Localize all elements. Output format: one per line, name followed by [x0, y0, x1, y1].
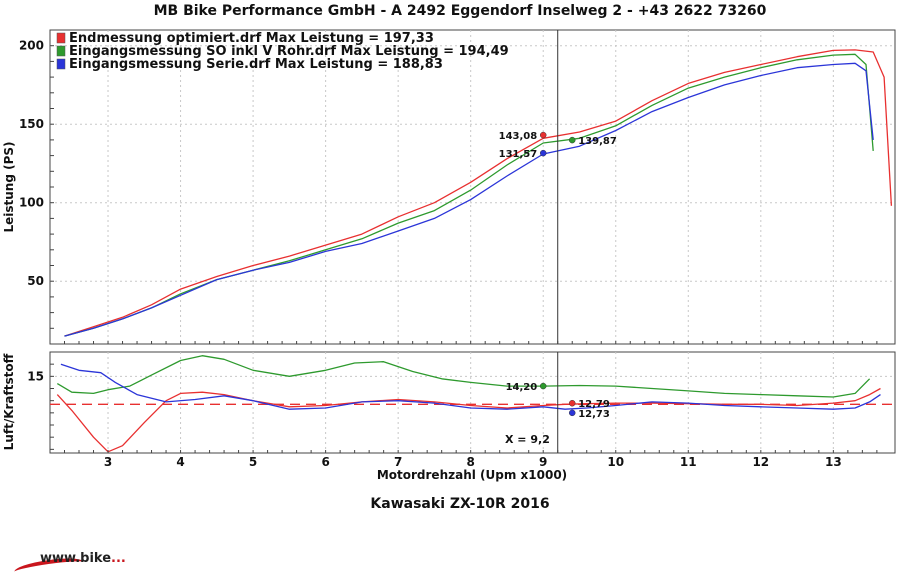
afr-y-tick-label: 15	[27, 369, 44, 383]
brand-logo: www.bike...	[40, 551, 126, 566]
afr-cursor-dot	[568, 409, 576, 417]
logo-text-prefix: www.bike	[40, 551, 112, 566]
x-axis-label: Motordrehzahl (Upm x1000)	[377, 468, 567, 482]
afr-series-2	[60, 363, 881, 410]
power-cursor-dot	[539, 149, 547, 157]
x-tick-label: 12	[752, 455, 769, 469]
power-y-axis-label: Leistung (PS)	[2, 141, 16, 232]
x-tick-label: 13	[825, 455, 842, 469]
dyno-report: MB Bike Performance GmbH - A 2492 Eggend…	[2, 3, 896, 579]
afr-cursor-value: 12,79	[578, 399, 610, 410]
afr-cursor-value: 14,20	[506, 382, 538, 393]
logo-text-suffix: ...	[111, 551, 126, 566]
vehicle-label: Kawasaki ZX-10R 2016	[370, 496, 550, 512]
power-cursor-value: 139,87	[578, 136, 617, 147]
power-series-1	[64, 53, 874, 337]
x-ticks: 3 4 5 6 7 8 9 10 11 12 13	[64, 341, 878, 469]
power-cursor-markers: 143,08 139,87 131,57	[499, 131, 617, 160]
afr-plot-area	[49, 351, 896, 454]
cursor-x-readout: X = 9,2	[505, 433, 550, 446]
power-series-0	[64, 49, 893, 337]
legend-swatch	[56, 45, 66, 57]
dyno-chart: 50 100 150 200 143,08 139,87 131,57 Endmessun…	[2, 29, 896, 482]
legend-swatch	[56, 58, 66, 70]
power-series-lines	[64, 49, 893, 337]
power-plot-area	[49, 29, 896, 345]
power-y-tick-label: 200	[19, 39, 44, 53]
power-y-tick-label: 50	[27, 274, 44, 288]
x-tick-label: 5	[249, 455, 257, 469]
afr-series-lines	[56, 355, 881, 453]
legend-label: Eingangsmessung SO inkl V Rohr.drf Max L…	[69, 44, 509, 59]
power-cursor-value: 131,57	[499, 149, 538, 160]
power-cursor-dot	[539, 131, 547, 139]
afr-series-1	[56, 355, 871, 398]
power-y-tick-label: 100	[19, 196, 44, 210]
legend-swatch	[56, 32, 66, 44]
afr-y-axis-label: Luft/Kraftstoff	[2, 353, 16, 450]
power-grid	[50, 30, 895, 344]
x-tick-label: 7	[394, 455, 402, 469]
x-tick-label: 6	[321, 455, 329, 469]
power-cursor-value: 143,08	[499, 131, 538, 142]
x-tick-label: 10	[607, 455, 624, 469]
report-title: MB Bike Performance GmbH - A 2492 Eggend…	[153, 3, 767, 19]
x-tick-label: 4	[176, 455, 184, 469]
legend-label: Endmessung optimiert.drf Max Leistung = …	[69, 31, 434, 46]
x-tick-label: 11	[680, 455, 697, 469]
afr-cursor-value: 12,73	[578, 409, 610, 420]
afr-y-ticks: 15	[27, 363, 54, 450]
legend-label: Eingangsmessung Serie.drf Max Leistung =…	[69, 57, 443, 72]
power-y-tick-label: 150	[19, 117, 44, 131]
afr-series-0	[56, 387, 881, 453]
power-cursor-dot	[568, 136, 576, 144]
power-y-ticks: 50 100 150 200	[19, 39, 54, 329]
afr-cursor-dot	[539, 382, 547, 390]
afr-cursor-dot	[568, 399, 576, 407]
x-tick-label: 8	[467, 455, 475, 469]
x-tick-label: 9	[539, 455, 547, 469]
power-series-2	[64, 62, 874, 337]
legend: Endmessung optimiert.drf Max Leistung = …	[56, 31, 509, 72]
x-tick-label: 3	[104, 455, 112, 469]
